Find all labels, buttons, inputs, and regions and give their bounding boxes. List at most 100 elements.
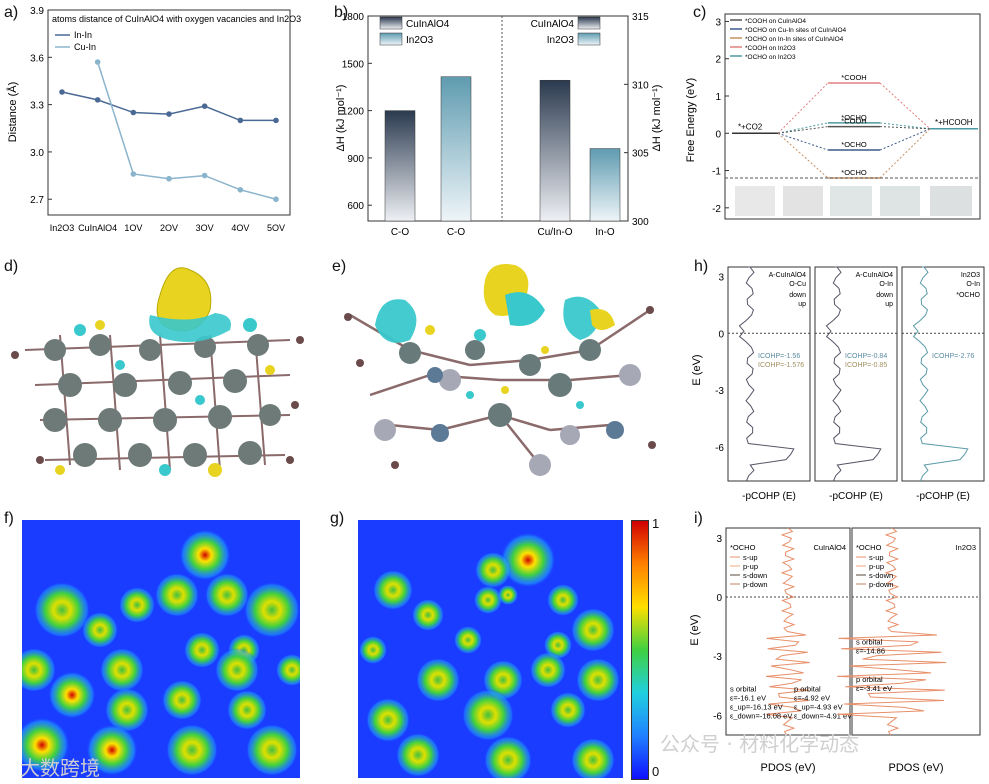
b-ytick-label-right: 305	[632, 149, 649, 160]
i-ytick-label: 0	[716, 593, 722, 604]
h-subpanel-title: A-CuInAlO4	[769, 272, 806, 279]
i-subpanel-title: *OCHO	[856, 543, 882, 552]
i-pdos-curve	[837, 527, 947, 736]
watermark-right: 公众号 · 材料化学动态	[660, 732, 860, 756]
i-s-orbital: ε=-14.86	[856, 646, 885, 655]
h-ytick-label: -6	[715, 443, 724, 454]
panel-label-i: i)	[694, 510, 703, 527]
chart-i-ylabel: E (eV)	[689, 614, 701, 645]
a-point	[130, 171, 137, 177]
a-ytick-label: 3.3	[30, 101, 44, 112]
c-connector	[879, 126, 931, 130]
h-icohp-label: ICOHP=-1.576	[758, 362, 804, 369]
a-ytick-label: 3.6	[30, 53, 44, 64]
chart-b-ylabel-right: ΔH (kJ mol⁻¹)	[651, 85, 663, 152]
i-s-orbital: ε=-16.1 eV	[730, 694, 766, 703]
i-legend-label: s-up	[869, 553, 884, 562]
h-icohp-label: ICOHP=-1.56	[758, 353, 800, 360]
i-xlabel: PDOS (eV)	[888, 762, 943, 774]
a-point	[237, 117, 244, 124]
h-icohp-label: ICOHP=-0.85	[845, 362, 887, 369]
a-point	[166, 175, 172, 182]
b-bar	[440, 76, 472, 222]
h-subpanel-title: A-CuInAlO4	[856, 272, 893, 279]
chart-b-legend: CuInAlO4 In2O3 CuInAlO4 In2O3	[379, 16, 601, 46]
legend-cuin: Cu-In	[74, 42, 96, 52]
c-connector	[777, 122, 829, 134]
c-ytick-label: 1	[715, 92, 721, 103]
c-state-final: *+HCOOH	[935, 118, 973, 127]
colorbar	[631, 520, 649, 780]
chart-c-ylabel: Free Energy (eV)	[685, 78, 697, 162]
chart-i: E (eV) 30-3-6 *OCHO CuInAlO4s-upp-ups-dow…	[689, 527, 981, 774]
i-legend-label: s-up	[743, 553, 758, 562]
panel-label-f: f)	[4, 510, 14, 527]
panel-label-c: c)	[693, 4, 707, 21]
c-connector	[777, 132, 829, 151]
panel-label-b: b)	[334, 4, 349, 21]
h-cohp-curve	[912, 266, 969, 482]
h-subpanel-frame	[901, 266, 985, 482]
c-connector	[879, 82, 931, 130]
b-ytick-label: 1200	[342, 107, 365, 118]
i-legend-label: s-down	[743, 571, 767, 580]
i-xlabel: PDOS (eV)	[760, 762, 815, 774]
i-ytick-label: -3	[713, 652, 722, 663]
c-level-label: *COOH	[841, 117, 866, 126]
b-ytick-label-right: 300	[632, 217, 649, 228]
chart-c: Free Energy (eV) -2 -1 0 1 2 3 *COOH on CuInA…	[685, 13, 981, 220]
i-p-orbital: p orbital	[794, 685, 821, 694]
structure-thumbnails	[735, 186, 972, 216]
h-ytick-label: 3	[718, 272, 724, 283]
a-point	[273, 196, 279, 203]
i-material-label: In2O3	[956, 543, 976, 552]
a-ytick-label: 2.7	[30, 195, 44, 206]
chart-b: ΔH (kJ mol⁻¹) ΔH (kJ mol⁻¹) 600 900 1200 15…	[335, 12, 663, 238]
a-xtick-label: 5OV	[267, 223, 285, 233]
b-ytick-label-right: 315	[632, 12, 649, 23]
c-legend-label: *COOH on In2O3	[745, 45, 796, 52]
colorbar-min: 0	[652, 764, 660, 779]
watermark-left: 大数跨境	[20, 756, 100, 780]
c-ytick-label: 3	[715, 17, 721, 28]
c-ytick-label: 0	[715, 129, 721, 140]
i-s-orbital: s orbital	[856, 637, 883, 646]
b-xtick-label: Cu/In-O	[537, 227, 572, 238]
a-point	[201, 103, 208, 109]
chart-a-legend: In-In Cu-In	[55, 30, 96, 52]
a-xtick-label: 4OV	[231, 223, 249, 233]
a-point	[94, 59, 101, 65]
i-ytick-label: -6	[713, 711, 722, 722]
h-legend-label: down	[876, 292, 893, 299]
i-legend-label: s-down	[869, 571, 893, 580]
h-subpanel-frame	[814, 266, 898, 482]
a-point	[166, 111, 172, 117]
h-legend-label: up	[885, 301, 893, 308]
legend-b-cuinalo4: CuInAlO4	[406, 19, 450, 30]
i-legend-label: p-up	[743, 562, 758, 571]
b-ytick-label: 1500	[342, 59, 365, 70]
h-subpanel-subtitle: O-In	[879, 281, 893, 288]
chart-a-title: atoms distance of CuInAlO4 with oxygen v…	[52, 14, 301, 24]
h-cohp-curve	[738, 266, 795, 482]
colorbar-max: 1	[652, 516, 660, 531]
h-legend-label: up	[798, 301, 806, 308]
a-series-line	[96, 61, 277, 200]
i-subpanel-title: *OCHO	[730, 543, 756, 552]
h-ytick-label: 0	[718, 329, 724, 340]
c-ytick-label: 2	[715, 55, 721, 66]
i-material-label: CuInAlO4	[813, 543, 846, 552]
c-legend-label: *OCHO on In-In sites of CuInAlO4	[745, 36, 844, 43]
chart-h-ylabel: E (eV)	[691, 354, 703, 385]
a-point	[237, 186, 244, 193]
c-connector	[879, 128, 931, 151]
chart-a: atoms distance of CuInAlO4 with oxygen v…	[6, 6, 301, 233]
i-pdos-curve	[765, 527, 810, 736]
a-xtick-label: 2OV	[160, 223, 178, 233]
legend-b-cuinalo4-right: CuInAlO4	[531, 19, 575, 30]
legend-b-in2o3-right: In2O3	[547, 35, 575, 46]
a-xtick-label: CuInAlO4	[78, 223, 117, 233]
a-ytick-label: 3.0	[30, 148, 44, 159]
i-s-orbital: ε_up=-16.13 eV	[730, 703, 783, 712]
i-p-orbital: ε_down=-4.91 eV	[794, 712, 852, 721]
